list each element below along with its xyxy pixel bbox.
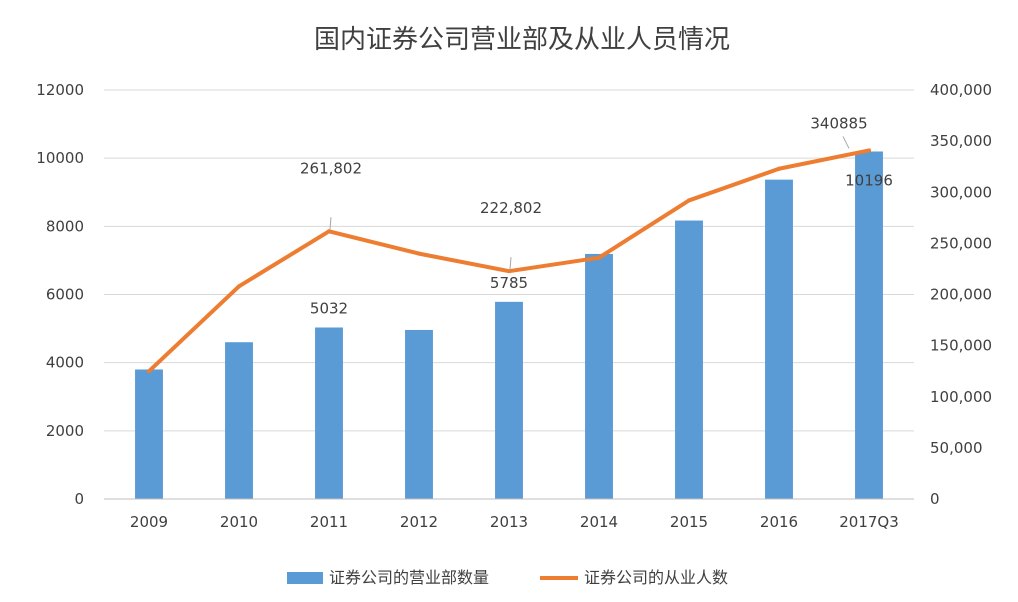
bar	[495, 301, 523, 499]
line-data-label: 222,802	[480, 199, 542, 217]
x-tick-label: 2015	[670, 513, 708, 531]
bar-data-label: 5032	[310, 299, 348, 317]
data-label-leader	[329, 217, 332, 230]
legend-label-bar: 证券公司的营业部数量	[329, 568, 489, 587]
line-point	[687, 198, 691, 203]
bar	[765, 179, 793, 499]
line-point	[417, 251, 421, 256]
y-right-tick-label: 0	[930, 490, 940, 508]
legend-label-line: 证券公司的从业人数	[584, 568, 728, 587]
y-right-tick-label: 300,000	[930, 183, 992, 201]
line-data-label: 261,802	[300, 159, 362, 177]
x-tick-label: 2017Q3	[839, 513, 899, 531]
line-point	[777, 166, 781, 171]
line-point	[597, 255, 601, 260]
bar	[315, 327, 343, 499]
bar-series	[135, 151, 883, 499]
y-left-tick-label: 2000	[46, 422, 84, 440]
y-right-tick-label: 200,000	[930, 286, 992, 304]
y-left-tick-label: 0	[74, 490, 84, 508]
y-right-tick-label: 150,000	[930, 337, 992, 355]
bar	[225, 342, 253, 499]
y-right-tick-label: 250,000	[930, 234, 992, 252]
y-right-tick-label: 100,000	[930, 388, 992, 406]
bar	[585, 253, 613, 499]
bar-data-label: 10196	[845, 171, 893, 189]
line-point	[867, 148, 871, 153]
axes: 0 2000 4000 6000 8000 10000 12000 0 50,000 100,00…	[36, 81, 992, 531]
x-tick-label: 2013	[490, 513, 528, 531]
legend-swatch-bar	[287, 572, 323, 584]
bar	[675, 220, 703, 499]
y-left-tick-label: 6000	[46, 286, 84, 304]
x-tick-label: 2012	[400, 513, 438, 531]
x-tick-label: 2010	[220, 513, 258, 531]
y-right-tick-label: 50,000	[930, 439, 983, 457]
line-point	[327, 229, 331, 234]
bar	[135, 369, 163, 499]
data-label-leader	[509, 257, 512, 270]
x-tick-label: 2009	[130, 513, 168, 531]
data-labels: 5032 5785 10196 261,802 222,802 340885	[300, 114, 893, 317]
legend: 证券公司的营业部数量 证券公司的从业人数	[287, 568, 728, 587]
line-point	[147, 369, 151, 374]
line-point	[237, 284, 241, 289]
data-label-leader	[842, 136, 850, 149]
y-left-tick-label: 10000	[36, 149, 84, 167]
line-data-label: 340885	[810, 114, 867, 132]
line-series	[147, 148, 871, 374]
x-tick-label: 2014	[580, 513, 618, 531]
y-left-tick-label: 12000	[36, 81, 84, 99]
bar	[405, 329, 433, 499]
x-tick-label: 2011	[310, 513, 348, 531]
y-right-tick-label: 400,000	[930, 81, 992, 99]
y-left-tick-label: 4000	[46, 354, 84, 372]
y-right-tick-label: 350,000	[930, 132, 992, 150]
y-left-tick-label: 8000	[46, 217, 84, 235]
x-tick-label: 2016	[760, 513, 798, 531]
line-point	[507, 269, 511, 274]
bar-data-label: 5785	[490, 274, 528, 292]
bar	[855, 151, 883, 499]
chart-title: 国内证券公司营业部及从业人员情况	[314, 25, 730, 55]
